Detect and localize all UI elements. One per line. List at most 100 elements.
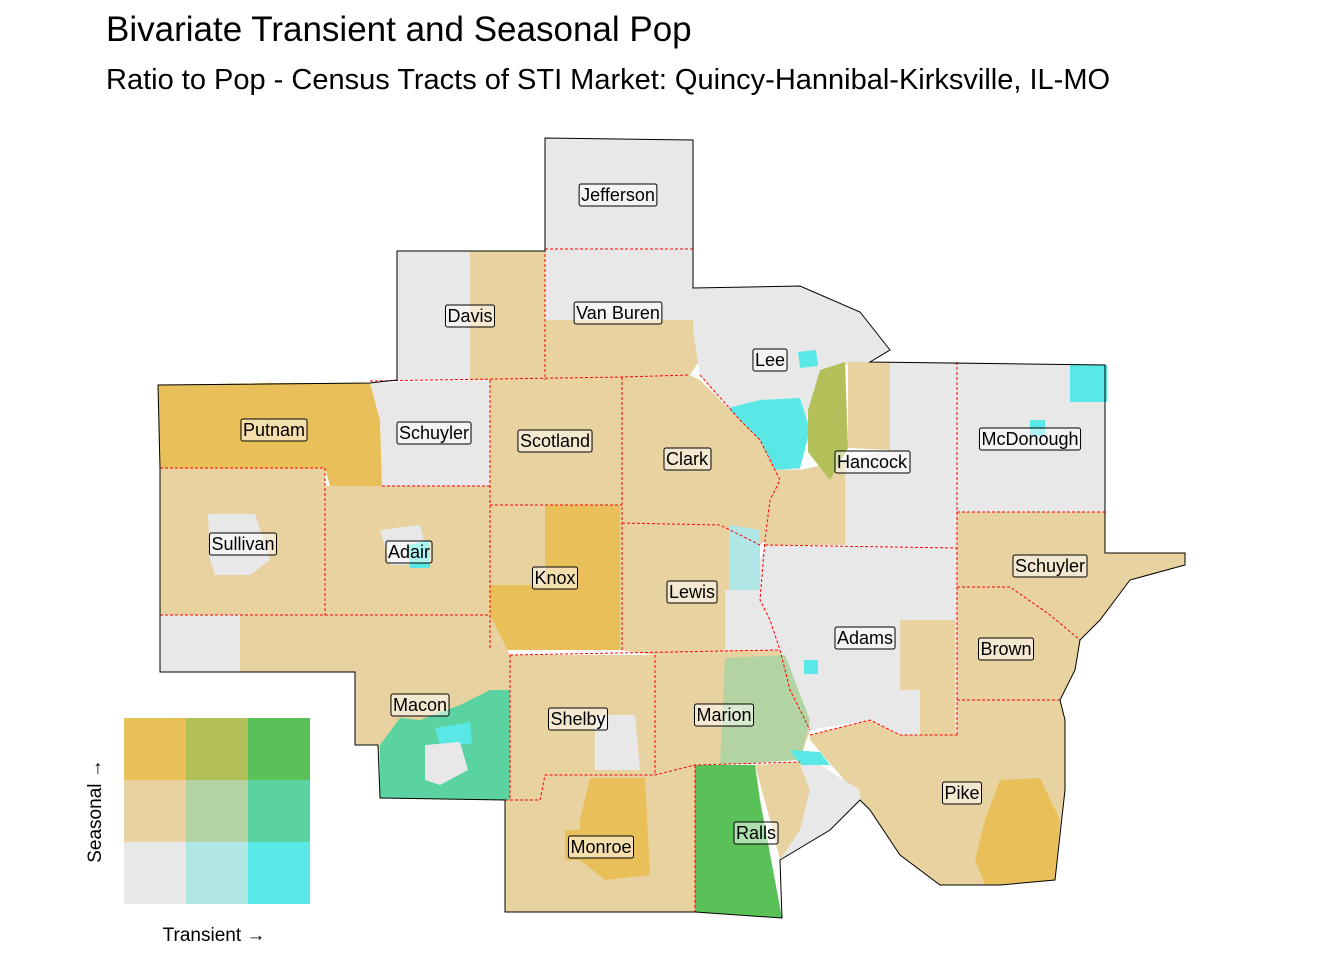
tract-fills: [158, 138, 1185, 918]
county-label-box: [385, 540, 433, 564]
tract-lewis-ml: [730, 525, 760, 595]
legend-cell-low-mid: [124, 780, 186, 842]
tract-pike-lh: [975, 778, 1060, 885]
county-label-text: Lee: [755, 350, 785, 370]
county-label-text: Ralls: [736, 823, 776, 843]
boundary-line: [699, 374, 811, 731]
tract-macon-hl: [435, 722, 472, 744]
county-label-box: [834, 450, 911, 474]
legend-cell-high-mid: [248, 780, 310, 842]
county-label-text: Knox: [534, 568, 575, 588]
boundary-line: [957, 586, 1081, 641]
county-label-text: Shelby: [550, 709, 605, 729]
map-subtitle: Ratio to Pop - Census Tracts of STI Mark…: [106, 64, 1111, 96]
county-label-schuyler-il: Schuyler: [1012, 554, 1088, 578]
legend-cell-mid-mid: [186, 780, 248, 842]
tract-lee-transient-2: [798, 350, 818, 368]
tract-ralls-lm: [755, 762, 810, 860]
tract-vanburen-south: [545, 320, 700, 380]
county-label-box: [208, 532, 278, 556]
county-label-box: [567, 835, 635, 859]
county-label-text: Monroe: [570, 837, 631, 857]
county-label-text: Schuyler: [399, 423, 469, 443]
county-label-text: Brown: [980, 639, 1031, 659]
boundary-line: [809, 719, 957, 736]
county-label-putnam: Putnam: [240, 418, 308, 442]
county-label-scotland: Scotland: [517, 429, 593, 453]
county-label-text: Pike: [944, 783, 979, 803]
county-label-clark: Clark: [663, 447, 712, 471]
county-label-box: [396, 421, 472, 445]
map-title: Bivariate Transient and Seasonal Pop: [106, 10, 692, 49]
tract-monroe-lh: [580, 778, 650, 880]
county-label-mcdonough: McDonough: [978, 427, 1082, 451]
tract-hancock-west: [765, 460, 845, 545]
county-label-box: [977, 637, 1035, 661]
tract-ralls-ll: [780, 765, 860, 860]
county-label-adair: Adair: [385, 540, 433, 564]
boundary-line: [509, 649, 781, 656]
tract-lee: [693, 286, 890, 470]
county-label-davis: Davis: [444, 304, 496, 328]
market-outline: [157, 137, 1186, 919]
tract-marion-hl: [790, 750, 830, 765]
county-labels: Jefferson Davis Van Buren Lee Putnam Schuyler…: [208, 183, 1088, 859]
county-label-shelby: Shelby: [547, 707, 609, 731]
county-label-box: [578, 183, 658, 207]
county-label-text: Macon: [393, 695, 447, 715]
tract-marion-mm: [720, 655, 810, 765]
tract-davis-west: [397, 251, 470, 380]
county-label-text: Jefferson: [581, 185, 655, 205]
tract-hancock-tan: [848, 362, 890, 450]
county-label-box: [1012, 554, 1088, 578]
legend-x-label: Transient →: [163, 925, 266, 946]
county-label-lee: Lee: [752, 348, 788, 372]
county-label-box: [663, 447, 712, 471]
county-label-box: [978, 427, 1082, 451]
county-label-brown: Brown: [977, 637, 1035, 661]
county-label-macon: Macon: [390, 693, 450, 717]
tract-mcdonough-hl: [1070, 365, 1107, 402]
boundary-line: [505, 761, 801, 801]
county-label-box: [573, 301, 663, 325]
county-label-box: [941, 781, 983, 805]
county-label-text: Lewis: [669, 582, 715, 602]
county-label-text: Schuyler: [1015, 556, 1085, 576]
county-label-sullivan: Sullivan: [208, 532, 278, 556]
county-label-knox: Knox: [531, 566, 579, 590]
boundary-line: [621, 522, 761, 546]
tract-macon-ll: [425, 742, 468, 785]
bivariate-legend: [124, 718, 310, 904]
county-label-text: Davis: [447, 306, 492, 326]
county-label-monroe: Monroe: [567, 835, 635, 859]
legend-cell-high-high: [248, 718, 310, 780]
county-label-ralls: Ralls: [733, 821, 779, 845]
county-label-text: Putnam: [243, 420, 305, 440]
tract-adams-hl: [804, 660, 818, 674]
county-label-hancock: Hancock: [834, 450, 911, 474]
county-label-text: Scotland: [520, 431, 590, 451]
county-label-box: [517, 429, 593, 453]
county-label-text: Hancock: [837, 452, 908, 472]
county-label-box: [666, 580, 718, 604]
county-label-marion: Marion: [693, 703, 755, 727]
tract-putnam-west: [158, 383, 270, 468]
tract-davis-east: [470, 251, 545, 380]
tract-macon-ll-west: [160, 615, 240, 672]
county-label-text: Adair: [388, 542, 430, 562]
county-label-text: McDonough: [981, 429, 1078, 449]
county-boundaries: [160, 248, 1105, 912]
county-label-box: [834, 626, 896, 650]
county-label-box: [547, 707, 609, 731]
county-label-jefferson: Jefferson: [578, 183, 658, 207]
legend-cell-mid-high: [186, 718, 248, 780]
legend-cell-mid-low: [186, 842, 248, 904]
county-label-pike: Pike: [941, 781, 983, 805]
county-label-adams: Adams: [834, 626, 896, 650]
county-label-van-buren: Van Buren: [573, 301, 663, 325]
county-label-text: Van Buren: [576, 303, 660, 323]
county-label-text: Adams: [837, 628, 893, 648]
tract-lee-transient: [728, 398, 810, 470]
county-label-box: [390, 693, 450, 717]
